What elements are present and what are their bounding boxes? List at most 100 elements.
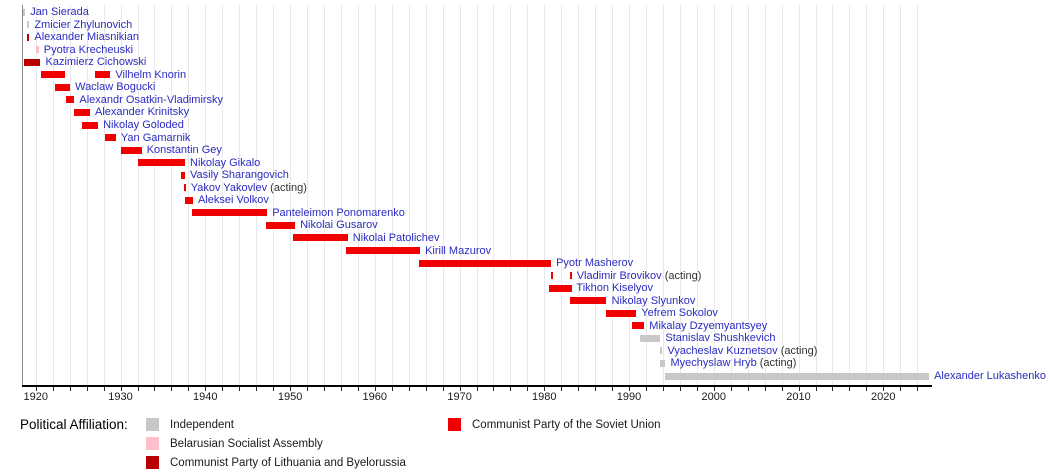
- person-link[interactable]: Alexandr Osatkin-Vladimirsky: [79, 93, 224, 106]
- legend-label: Belarusian Socialist Assembly: [170, 438, 323, 450]
- gridline-year-1982: [561, 5, 563, 385]
- x-axis-tick: [476, 387, 478, 391]
- gridline-year-2000: [713, 5, 715, 385]
- acting-label: (acting): [756, 357, 797, 370]
- x-axis-tick: [425, 387, 427, 391]
- x-axis-tick: [696, 387, 698, 391]
- x-axis-tick: [883, 387, 885, 391]
- person-link[interactable]: Vyacheslav Kuznetsov: [667, 344, 778, 357]
- person-link[interactable]: Alexander Krinitsky: [95, 106, 190, 119]
- person-link[interactable]: Kirill Mazurov: [425, 244, 492, 257]
- timeline-bar: [54, 83, 71, 91]
- gridline-year-1942: [222, 5, 224, 385]
- gridline-year-1946: [256, 5, 258, 385]
- legend-swatch-independent: [146, 418, 159, 431]
- timeline-tick: [22, 8, 26, 16]
- timeline-tick: [183, 184, 186, 192]
- person-link[interactable]: Alexander Miasnikian: [34, 31, 139, 44]
- timeline-bar: [73, 108, 90, 116]
- gridline-year-1954: [323, 5, 325, 385]
- person-link[interactable]: Mikalay Dzyemyantsyey: [649, 319, 768, 332]
- person-link[interactable]: Aleksei Volkov: [198, 194, 269, 207]
- timeline-bar: [664, 372, 929, 380]
- person-link[interactable]: Yan Gamarnik: [120, 131, 191, 144]
- person-row-label: Kazimierz Cichowski: [46, 56, 147, 68]
- x-axis-year-label: 1960: [362, 391, 388, 403]
- timeline-bar: [185, 196, 193, 204]
- person-link[interactable]: Vladimir Brovikov: [576, 269, 662, 282]
- person-link[interactable]: Yefrem Sokolov: [641, 307, 718, 320]
- person-link[interactable]: Nikolay Goloded: [103, 119, 184, 131]
- person-link[interactable]: Nikolai Patolichev: [352, 231, 440, 244]
- timeline-bar: [120, 146, 142, 154]
- person-link[interactable]: Konstantin Gey: [146, 144, 222, 157]
- person-link[interactable]: Jan Sierada: [30, 6, 89, 18]
- x-axis-tick: [273, 387, 275, 391]
- x-axis-tick: [222, 387, 224, 391]
- gridline-year-1962: [391, 5, 393, 385]
- gridline-year-2014: [832, 5, 834, 385]
- person-row-label: Panteleimon Ponomarenko: [272, 207, 405, 219]
- person-row-label: Alexander Lukashenko: [934, 370, 1046, 382]
- person-row-label: Vyacheslav Kuznetsov (acting): [667, 345, 817, 357]
- person-link[interactable]: Pyotra Krecheuski: [43, 43, 134, 56]
- person-link[interactable]: Nikolai Gusarov: [300, 219, 378, 232]
- person-link[interactable]: Kazimierz Cichowski: [45, 56, 147, 69]
- x-axis-year-label: 1980: [532, 391, 557, 403]
- gridline-year-1988: [612, 5, 614, 385]
- gridline-year-2018: [866, 5, 868, 385]
- timeline-bar: [40, 71, 66, 79]
- x-axis-tick: [290, 387, 292, 391]
- x-axis-year-label: 1930: [108, 391, 133, 403]
- timeline-bar: [293, 234, 348, 242]
- person-link[interactable]: Panteleimon Ponomarenko: [272, 206, 405, 219]
- x-axis-tick: [459, 387, 461, 391]
- x-axis-year-label: 2010: [786, 391, 811, 403]
- person-link[interactable]: Pyotr Masherov: [556, 257, 634, 269]
- person-row-label: Yakov Yakovlev (acting): [191, 182, 307, 194]
- x-axis-tick: [798, 387, 800, 391]
- gridline-year-1970: [459, 5, 461, 385]
- person-link[interactable]: Waclaw Bogucki: [75, 81, 156, 94]
- person-link[interactable]: Zmicier Zhylunovich: [34, 18, 133, 31]
- gridline-year-2004: [747, 5, 749, 385]
- x-axis-tick: [917, 387, 919, 391]
- x-axis-tick: [340, 387, 342, 391]
- x-axis-tick: [730, 387, 732, 391]
- gridline-year-2020: [883, 5, 885, 385]
- gridline-year-2016: [849, 5, 851, 385]
- person-link[interactable]: Nikolay Gikalo: [190, 156, 261, 169]
- x-axis-tick: [69, 387, 71, 391]
- gridline-year-2024: [917, 5, 919, 385]
- person-link[interactable]: Myechyslaw Hryb: [670, 357, 757, 370]
- x-axis-tick: [307, 387, 308, 391]
- person-row-label: Alexander Krinitsky: [95, 106, 189, 118]
- gridline-year-1960: [374, 5, 376, 385]
- timeline-bar: [23, 58, 41, 66]
- person-link[interactable]: Nikolay Slyunkov: [611, 294, 696, 307]
- x-axis-tick: [357, 387, 359, 391]
- person-link[interactable]: Stanislav Shushkevich: [665, 332, 776, 345]
- person-row-label: Vilhelm Knorin: [115, 69, 186, 81]
- gridline-year-1964: [408, 5, 410, 385]
- timeline-bar: [640, 334, 661, 342]
- x-axis-tick: [578, 387, 580, 391]
- person-link[interactable]: Vilhelm Knorin: [115, 68, 187, 81]
- x-axis-tick: [408, 387, 410, 391]
- gridline-year-1938: [188, 5, 190, 385]
- person-link[interactable]: Vasily Sharangovich: [190, 169, 289, 182]
- person-link[interactable]: Alexander Lukashenko: [934, 370, 1047, 382]
- x-axis-tick: [764, 387, 766, 391]
- person-link[interactable]: Tikhon Kiselyov: [576, 282, 654, 295]
- person-row-label: Alexander Miasnikian: [34, 31, 139, 43]
- person-link[interactable]: Yakov Yakovlev: [190, 181, 268, 194]
- x-axis-tick: [646, 387, 647, 391]
- gridline-year-1948: [273, 5, 275, 385]
- gridline-year-1950: [290, 5, 292, 385]
- gridline-year-2002: [730, 5, 732, 385]
- x-axis-tick: [866, 387, 868, 391]
- person-row-label: Stanislav Shushkevich: [665, 332, 775, 344]
- gridline-year-1984: [578, 5, 580, 385]
- person-row-label: Nikolai Gusarov: [300, 219, 378, 231]
- x-axis-tick: [35, 387, 37, 391]
